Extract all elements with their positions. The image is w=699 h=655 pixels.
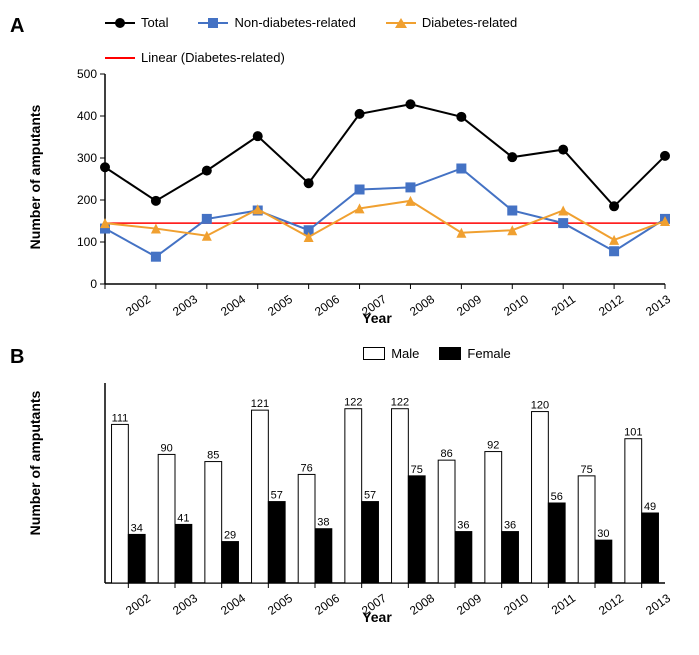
panel-a: A Total Non-diabetes-related Diabetes-rela… <box>10 15 689 326</box>
svg-text:41: 41 <box>177 512 189 524</box>
legend-box <box>363 347 385 360</box>
legend-line <box>198 22 228 24</box>
svg-text:200: 200 <box>77 193 97 207</box>
svg-text:500: 500 <box>77 69 97 81</box>
legend-item: Female <box>439 346 510 361</box>
chart-b-legend: Male Female <box>185 346 689 361</box>
chart-b-ylabel: Number of amputants <box>27 363 43 563</box>
svg-text:100: 100 <box>77 235 97 249</box>
chart-b-xticks: 2002200320042005200620072008200920102011… <box>105 591 665 605</box>
legend-label: Female <box>467 346 510 361</box>
svg-text:121: 121 <box>251 398 269 410</box>
chart-a-svg: 0 100 200 300 400 500 <box>65 69 675 294</box>
legend-label: Non-diabetes-related <box>234 15 355 30</box>
legend-item: Non-diabetes-related <box>198 15 355 30</box>
legend-item: Total <box>105 15 168 30</box>
chart-a-xticks: 2002200320042005200620072008200920102011… <box>105 292 665 306</box>
svg-text:122: 122 <box>344 397 362 409</box>
chart-a-ylabel: Number of amputants <box>27 77 43 277</box>
legend-label: Linear (Diabetes-related) <box>141 50 285 65</box>
legend-box <box>439 347 461 360</box>
legend-item: Linear (Diabetes-related) <box>105 50 285 65</box>
legend-line <box>386 22 416 24</box>
svg-text:29: 29 <box>224 530 236 542</box>
chart-b-container: MaleFemale Number of amputants 111349041… <box>65 346 689 625</box>
legend-label: Male <box>391 346 419 361</box>
chart-b-svg: 111 34 90 41 85 29 121 57 76 38 122 57 122 75 86 36 92 36… <box>65 365 675 593</box>
svg-text:57: 57 <box>271 490 283 502</box>
svg-text:101: 101 <box>624 427 642 439</box>
svg-text:38: 38 <box>317 517 329 529</box>
panel-a-label: A <box>10 15 24 38</box>
svg-text:85: 85 <box>207 450 219 462</box>
svg-text:36: 36 <box>504 520 516 532</box>
svg-text:30: 30 <box>597 528 609 540</box>
svg-text:76: 76 <box>300 462 312 474</box>
panel-b-label: B <box>10 346 24 369</box>
legend-marker <box>115 18 125 28</box>
svg-text:36: 36 <box>457 520 469 532</box>
legend-label: Diabetes-related <box>422 15 517 30</box>
svg-text:75: 75 <box>411 464 423 476</box>
svg-text:92: 92 <box>487 440 499 452</box>
legend-line <box>105 22 135 24</box>
legend-marker <box>395 18 407 28</box>
legend-line <box>105 57 135 59</box>
chart-a-legend: Total Non-diabetes-related Diabetes-relate… <box>105 15 689 65</box>
legend-marker <box>208 18 218 28</box>
svg-text:57: 57 <box>364 490 376 502</box>
svg-text:120: 120 <box>531 400 549 412</box>
panel-b: B Male Female Number of amputants 111 34 90… <box>10 346 689 625</box>
svg-text:300: 300 <box>77 151 97 165</box>
legend-label: Total <box>141 15 168 30</box>
svg-text:90: 90 <box>160 442 172 454</box>
legend-item: Male <box>363 346 419 361</box>
svg-text:111: 111 <box>112 412 129 424</box>
svg-text:75: 75 <box>580 464 592 476</box>
svg-text:400: 400 <box>77 109 97 123</box>
svg-text:49: 49 <box>644 501 656 513</box>
svg-text:0: 0 <box>90 277 97 291</box>
svg-text:34: 34 <box>131 522 143 534</box>
chart-a-container: Total Non-diabetes-related Diabetes-relate… <box>65 15 689 326</box>
svg-text:56: 56 <box>551 491 563 503</box>
svg-text:122: 122 <box>391 397 409 409</box>
legend-item: Diabetes-related <box>386 15 517 30</box>
svg-text:86: 86 <box>440 448 452 460</box>
